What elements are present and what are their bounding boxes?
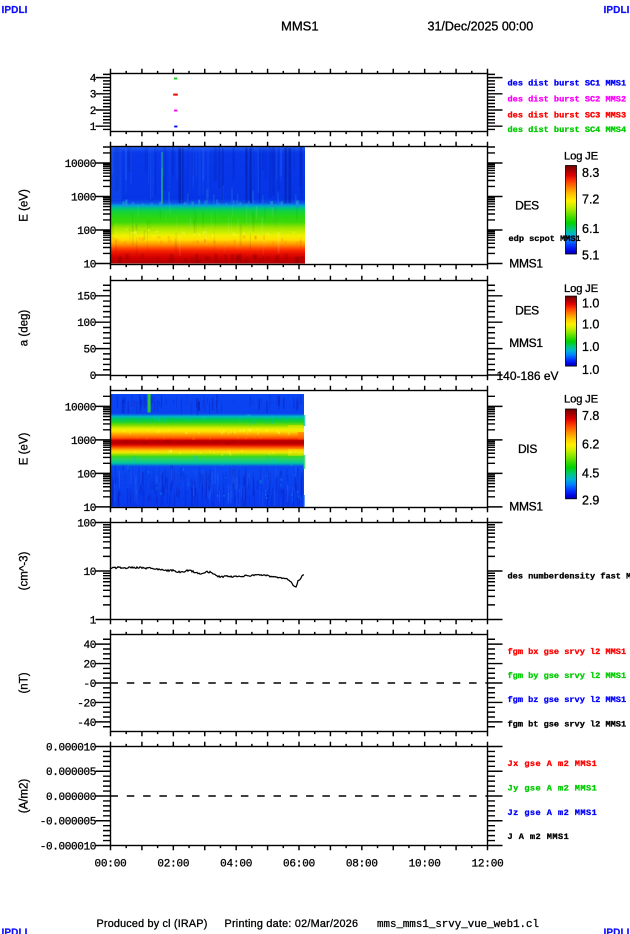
svg-text:1.0: 1.0 [582,296,599,310]
svg-text:-0.000010: -0.000010 [40,841,96,853]
svg-text:0.000010: 0.000010 [46,742,96,754]
svg-text:Jz gse A m2 MMS1: Jz gse A m2 MMS1 [508,808,598,818]
svg-text:4.5: 4.5 [582,466,599,480]
svg-text:fgm bx gse srvy l2 MMS1: fgm bx gse srvy l2 MMS1 [508,647,627,657]
svg-text:DES: DES [515,304,539,318]
svg-text:31/Dec/2025 00:00: 31/Dec/2025 00:00 [428,20,534,34]
svg-text:DIS: DIS [518,442,537,456]
svg-text:7.8: 7.8 [582,409,599,423]
svg-text:20: 20 [83,659,96,671]
svg-text:8.3: 8.3 [582,166,599,180]
svg-text:(A/m2): (A/m2) [19,779,31,814]
svg-text:100: 100 [77,318,96,330]
svg-text:6.1: 6.1 [582,222,599,236]
svg-text:06:00: 06:00 [283,859,315,871]
svg-text:Printing date: 02/Mar/2026: Printing date: 02/Mar/2026 [225,918,359,930]
svg-text:0.000000: 0.000000 [46,792,96,804]
svg-text:mms_mms1_srvy_vue_web1.cl: mms_mms1_srvy_vue_web1.cl [377,919,539,931]
svg-text:100: 100 [77,469,96,481]
svg-text:10: 10 [83,503,96,515]
svg-text:3: 3 [90,90,96,102]
svg-text:10000: 10000 [65,402,96,414]
svg-text:10:00: 10:00 [409,859,441,871]
svg-text:J A m2 MMS1: J A m2 MMS1 [508,832,570,842]
svg-text:IPDLI: IPDLI [604,5,630,16]
svg-text:08:00: 08:00 [346,859,378,871]
svg-text:IPDLI: IPDLI [2,5,28,16]
svg-text:40: 40 [83,640,96,652]
svg-text:-0.000005: -0.000005 [40,817,96,829]
svg-text:fgm by gse srvy l2 MMS1: fgm by gse srvy l2 MMS1 [508,671,627,681]
svg-text:DES: DES [515,199,539,213]
svg-text:-0: -0 [83,679,96,691]
svg-text:MMS1: MMS1 [509,336,543,350]
svg-text:1000: 1000 [71,192,96,204]
svg-text:5.1: 5.1 [582,249,599,263]
svg-text:E (eV): E (eV) [19,189,31,222]
svg-text:a (deg): a (deg) [19,310,31,347]
svg-text:(cm^-3): (cm^-3) [19,552,31,591]
svg-text:0: 0 [90,371,96,383]
svg-text:10: 10 [83,259,96,271]
svg-text:des dist burst SC3 MMS3: des dist burst SC3 MMS3 [508,111,627,121]
svg-text:E (eV): E (eV) [19,433,31,466]
svg-text:Jx gse A m2 MMS1: Jx gse A m2 MMS1 [508,759,598,769]
svg-text:10: 10 [83,567,96,579]
svg-text:fgm bz gse srvy l2 MMS1: fgm bz gse srvy l2 MMS1 [508,695,627,705]
svg-text:1: 1 [90,615,97,627]
svg-text:100: 100 [77,226,96,238]
svg-text:IPDLI: IPDLI [604,928,630,934]
svg-text:MMS1: MMS1 [509,500,543,514]
svg-text:0.000005: 0.000005 [46,767,96,779]
svg-text:IPDLI: IPDLI [2,928,28,934]
svg-text:des dist burst SC4 MMS4: des dist burst SC4 MMS4 [508,125,627,135]
svg-text:6.2: 6.2 [582,438,599,452]
svg-text:10000: 10000 [65,159,96,171]
svg-text:1.0: 1.0 [582,340,599,354]
svg-text:12:00: 12:00 [471,859,503,871]
svg-text:140-186 eV: 140-186 eV [497,369,559,383]
svg-text:fgm bt gse srvy l2 MMS1: fgm bt gse srvy l2 MMS1 [508,719,627,729]
svg-text:MMS1: MMS1 [509,257,543,271]
svg-text:1.0: 1.0 [582,317,599,331]
svg-text:MMS1: MMS1 [281,19,319,34]
svg-text:50: 50 [83,345,96,357]
svg-text:Log JE: Log JE [564,150,599,162]
svg-text:4: 4 [90,74,97,86]
svg-text:(nT): (nT) [19,672,31,693]
svg-text:04:00: 04:00 [220,859,252,871]
svg-text:des dist burst SC2 MMS2: des dist burst SC2 MMS2 [508,95,627,105]
svg-text:Log JE: Log JE [564,283,599,295]
svg-text:7.2: 7.2 [582,193,599,207]
svg-text:edp scpot MMS1: edp scpot MMS1 [509,234,581,244]
svg-text:2.9: 2.9 [582,494,599,508]
svg-text:02:00: 02:00 [157,859,189,871]
svg-text:-20: -20 [77,698,96,710]
svg-text:Log JE: Log JE [564,394,599,406]
svg-text:1: 1 [90,122,97,134]
svg-text:100: 100 [77,518,96,530]
svg-text:1.0: 1.0 [582,363,599,377]
svg-text:Jy gse A m2 MMS1: Jy gse A m2 MMS1 [508,783,598,793]
svg-text:2: 2 [90,106,96,118]
svg-text:des numberdensity fast M: des numberdensity fast M [508,572,630,582]
svg-text:-40: -40 [77,718,96,730]
svg-text:1000: 1000 [71,436,96,448]
svg-text:00:00: 00:00 [94,859,126,871]
svg-text:150: 150 [77,292,96,304]
svg-text:Produced by cl (IRAP): Produced by cl (IRAP) [97,918,208,930]
svg-text:des dist burst SC1 MMS1: des dist burst SC1 MMS1 [508,79,627,89]
